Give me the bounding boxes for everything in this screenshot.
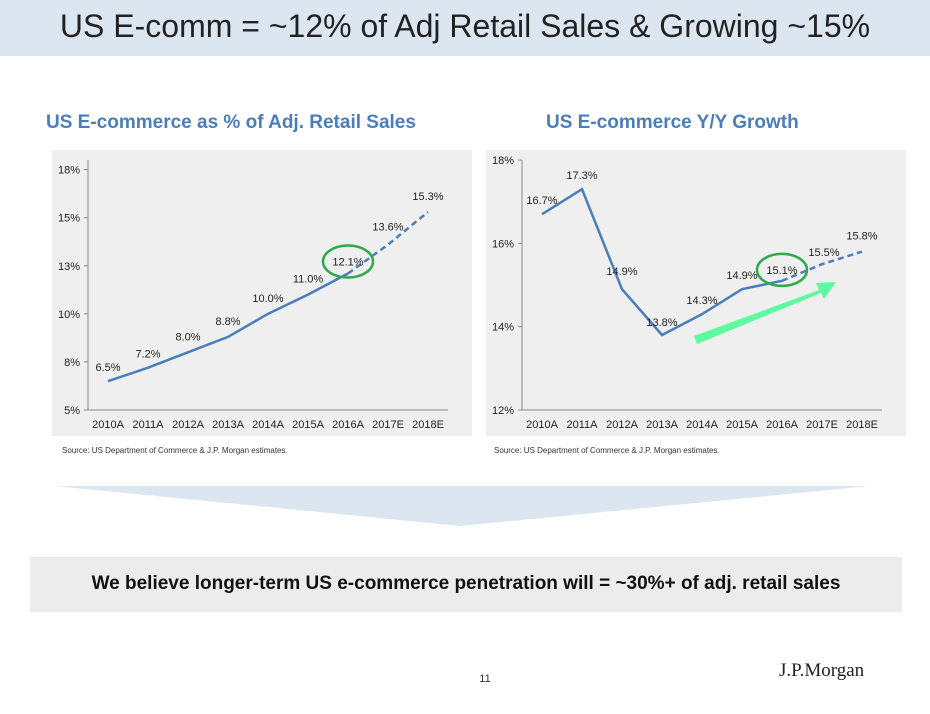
funnel-shape (55, 486, 870, 526)
x-tick-label: 2014A (252, 419, 284, 431)
x-tick-label: 2017E (372, 419, 404, 431)
data-label: 10.0% (252, 293, 283, 305)
highlight-circle (755, 252, 809, 288)
chart-source-growth: Source: US Department of Commerce & J.P.… (494, 446, 720, 455)
series-line-actual (541, 187, 783, 337)
data-label: 15.3% (412, 191, 443, 203)
x-tick-label: 2017E (806, 419, 838, 431)
highlight-circle (321, 244, 375, 279)
y-tick-label: 10% (58, 309, 80, 321)
chart-panel-growth: 12% 14% 16% 18% 2010A 2011A 2012A 2013A 2014A 201… (486, 150, 906, 436)
conclusion-box: We believe longer-term US e-commerce pen… (30, 557, 902, 612)
chart-title-growth: US E-commerce Y/Y Growth (546, 112, 799, 133)
data-label: 13.8% (646, 317, 677, 329)
y-tick-label: 14% (492, 322, 514, 334)
chart-panel-penetration: 5% 8% 10% 13% 15% 18% 2010A 2011A 2012A 2013A 2014… (52, 150, 472, 436)
data-label: 14.9% (606, 266, 637, 278)
series-line-estimate (347, 210, 429, 275)
y-tick-label: 18% (58, 165, 80, 177)
data-label: 15.1% (766, 265, 797, 277)
y-tick-label: 5% (64, 405, 80, 417)
x-tick-label: 2011A (567, 419, 599, 431)
data-label: 7.2% (135, 349, 160, 361)
x-tick-label: 2014A (686, 419, 718, 431)
data-label: 8.0% (175, 331, 200, 343)
x-tick-label: 2013A (646, 419, 678, 431)
x-tick-label: 2012A (606, 419, 638, 431)
x-tick-label: 2015A (292, 419, 324, 431)
page-number: 11 (479, 673, 491, 685)
y-tick-label: 13% (58, 261, 80, 273)
data-label: 15.8% (846, 231, 877, 243)
page-title: US E-comm = ~12% of Adj Retail Sales & G… (59, 8, 871, 44)
data-label: 11.0% (293, 274, 324, 286)
y-tick-label: 8% (64, 357, 80, 369)
y-tick-label: 12% (492, 405, 514, 417)
data-label: 6.5% (95, 362, 120, 374)
x-tick-label: 2015A (726, 419, 758, 431)
chart-penetration: 5% 8% 10% 13% 15% 18% 2010A 2011A 2012A 2013A 2014… (58, 160, 448, 431)
data-label: 8.8% (215, 316, 240, 328)
series-line-actual (107, 272, 349, 383)
x-tick-label: 2018E (846, 419, 878, 431)
title-bar (0, 0, 930, 56)
conclusion-text: We believe longer-term US e-commerce pen… (91, 573, 841, 594)
x-tick-label: 2012A (172, 419, 204, 431)
data-label: 14.3% (686, 295, 717, 307)
x-tick-label: 2010A (92, 419, 124, 431)
data-label: 14.9% (726, 270, 757, 282)
trend-arrow (694, 282, 836, 344)
y-tick-label: 16% (492, 238, 514, 250)
y-tick-label: 15% (58, 213, 80, 225)
x-tick-label: 2011A (133, 419, 165, 431)
chart-title-penetration: US E-commerce as % of Adj. Retail Sales (46, 112, 416, 133)
jpmorgan-logo: J.P.Morgan (779, 660, 865, 681)
x-tick-label: 2018E (412, 419, 444, 431)
chart-source-penetration: Source: US Department of Commerce & J.P.… (62, 446, 288, 455)
x-tick-label: 2010A (526, 419, 558, 431)
x-tick-label: 2016A (332, 419, 364, 431)
chart-growth: 12% 14% 16% 18% 2010A 2011A 2012A 2013A 2014A 201… (492, 155, 882, 431)
x-tick-label: 2013A (212, 419, 244, 431)
x-tick-label: 2016A (766, 419, 798, 431)
y-tick-label: 18% (492, 155, 514, 167)
data-label: 13.6% (372, 222, 403, 234)
data-label: 17.3% (566, 170, 597, 182)
data-label: 12.1% (332, 256, 363, 268)
data-label: 16.7% (526, 195, 557, 207)
trend-arrow-shape (694, 282, 836, 344)
data-label: 15.5% (808, 247, 839, 259)
series-line-estimate (781, 250, 863, 282)
